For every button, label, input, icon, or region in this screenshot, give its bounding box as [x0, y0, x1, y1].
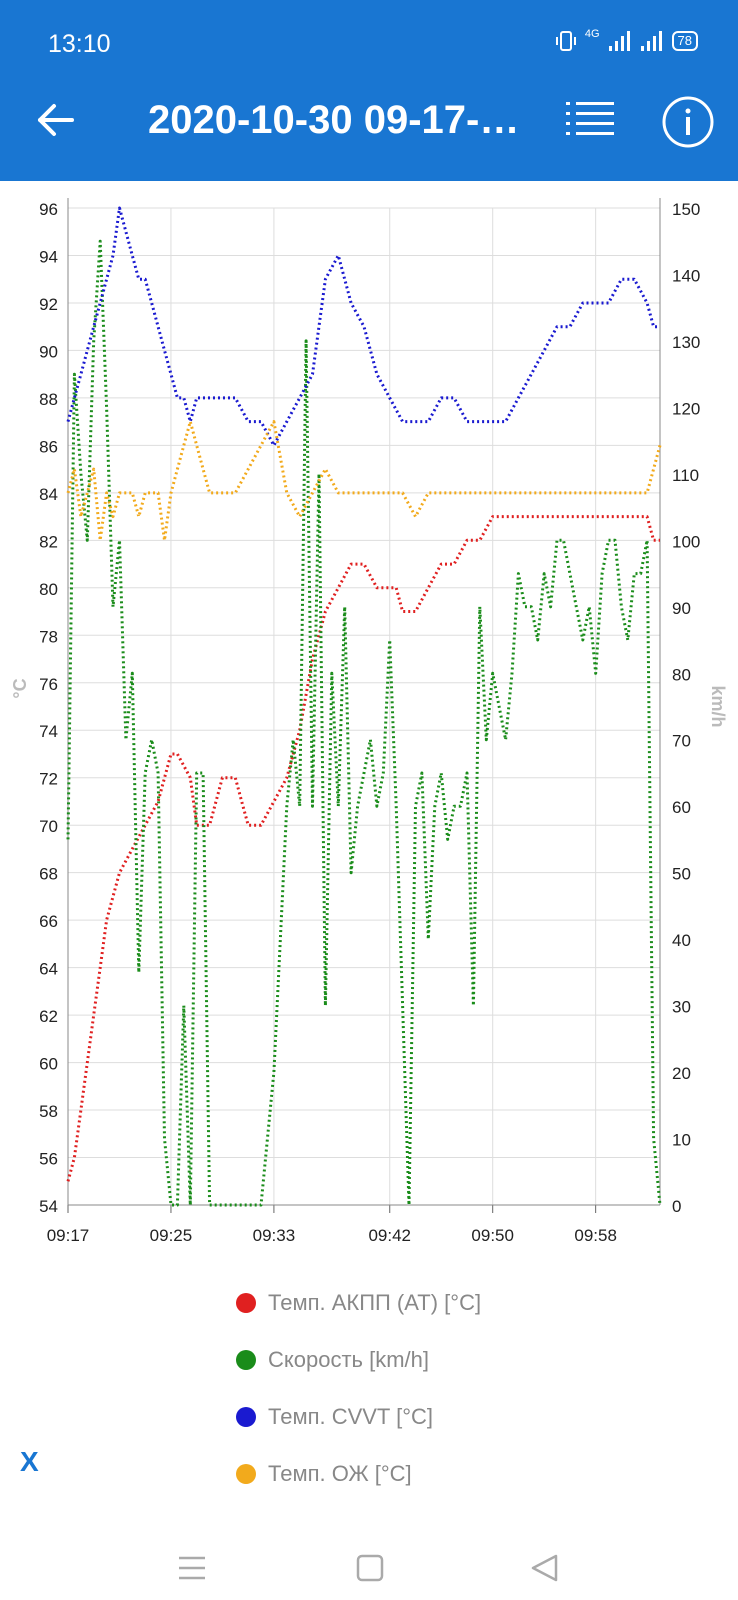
line-chart: 96 94 92 90 88 86 84 82 80 78 76 74 72 70 68 66 64 62 60 58…	[10, 198, 728, 1245]
x-tick-label: 09:17	[47, 1226, 90, 1245]
y-left-axis-label: °C	[10, 678, 30, 698]
y-right-tick-label: 150	[672, 200, 700, 219]
y-left-tick-label: 54	[39, 1197, 58, 1216]
close-button[interactable]: X	[20, 1446, 39, 1477]
y-right-tick-label: 90	[672, 599, 691, 618]
y-right-tick-label: 130	[672, 333, 700, 352]
network-label: 4G	[584, 28, 600, 40]
y-left-tick-label: 94	[39, 247, 58, 266]
y-left-tick-label: 88	[39, 390, 58, 409]
legend-color-dot	[236, 1292, 256, 1313]
legend-color-dot	[236, 1463, 256, 1484]
y-right-tick-label: 80	[672, 665, 691, 684]
back-triangle-icon[interactable]	[531, 1554, 558, 1582]
y-right-tick-label: 140	[672, 266, 700, 285]
status-time: 13:10	[48, 30, 111, 58]
y-right-tick-label: 0	[672, 1197, 681, 1216]
status-icons: 4G 78	[555, 28, 698, 52]
x-tick-label: 09:58	[574, 1226, 617, 1245]
legend-label: Темп. ОЖ [°C]	[268, 1460, 412, 1486]
page-title: 2020-10-30 09-17-…	[148, 98, 520, 142]
legend-label: Темп. АКПП (AT) [°C]	[268, 1289, 482, 1315]
y-right-tick-label: 120	[672, 399, 700, 418]
legend-item: Темп. ОЖ [°C]	[236, 1445, 481, 1502]
y-right-tick-label: 70	[672, 732, 691, 751]
vibrate-icon	[555, 31, 576, 51]
x-tick-label: 09:25	[150, 1226, 193, 1245]
legend-item: Темп. АКПП (AT) [°C]	[236, 1274, 481, 1331]
back-arrow-icon[interactable]	[36, 100, 76, 140]
y-right-tick-label: 60	[672, 798, 691, 817]
series-line-3	[66, 420, 662, 542]
legend-item: Скорость [km/h]	[236, 1331, 481, 1388]
info-icon[interactable]	[662, 96, 714, 148]
y-left-tick-label: 80	[39, 580, 58, 599]
signal-icon-2	[640, 31, 662, 51]
battery-icon: 78	[671, 31, 698, 51]
y-left-tick-label: 90	[39, 342, 58, 361]
series-line-2	[66, 206, 660, 447]
x-tick-label: 09:50	[471, 1226, 514, 1245]
y-left-tick-label: 78	[39, 627, 58, 646]
home-icon[interactable]	[356, 1554, 384, 1582]
y-right-axis-label: km/h	[708, 685, 728, 727]
y-right-tick-label: 50	[672, 865, 691, 884]
y-left-tick-label: 60	[39, 1055, 58, 1074]
y-right-tick-label: 30	[672, 998, 691, 1017]
y-right-tick-label: 10	[672, 1131, 691, 1150]
y-left-tick-label: 82	[39, 532, 58, 551]
chart-legend: Темп. АКПП (AT) [°C] Скорость [km/h] Темп.…	[236, 1274, 481, 1502]
series-line-0	[66, 515, 660, 1182]
y-left-tick-label: 64	[39, 960, 58, 979]
y-left-tick-label: 68	[39, 865, 58, 884]
y-left-tick-label: 66	[39, 912, 58, 931]
menu-icon[interactable]	[179, 1556, 205, 1580]
y-right-tick-label: 40	[672, 931, 691, 950]
y-left-tick-label: 74	[39, 722, 58, 741]
y-right-tick-label: 110	[672, 466, 699, 485]
y-left-tick-label: 62	[39, 1007, 58, 1026]
series-line-1	[66, 239, 662, 1207]
y-left-tick-label: 92	[39, 295, 58, 314]
y-left-tick-label: 70	[39, 817, 58, 836]
y-left-tick-label: 96	[39, 200, 58, 219]
signal-icon	[608, 31, 630, 51]
y-right-tick-label: 100	[672, 532, 700, 551]
y-left-tick-label: 72	[39, 770, 58, 789]
navigation-bar	[179, 1554, 558, 1582]
legend-label: Темп. CVVT [°C]	[268, 1403, 433, 1429]
x-tick-label: 09:33	[253, 1226, 296, 1245]
legend-label: Скорость [km/h]	[268, 1346, 430, 1372]
legend-color-dot	[236, 1349, 256, 1370]
y-left-tick-label: 76	[39, 675, 58, 694]
list-icon[interactable]	[566, 100, 616, 140]
y-left-tick-label: 58	[39, 1102, 58, 1121]
y-right-tick-label: 20	[672, 1064, 691, 1083]
y-left-tick-label: 86	[39, 437, 58, 456]
x-tick-label: 09:42	[368, 1226, 411, 1245]
y-left-tick-label: 84	[39, 485, 58, 504]
y-left-tick-label: 56	[39, 1150, 58, 1169]
legend-color-dot	[236, 1406, 256, 1427]
app-bar: 13:10 4G 78 2020-10-30 09-17-…	[0, 0, 738, 181]
legend-item: Темп. CVVT [°C]	[236, 1388, 481, 1445]
